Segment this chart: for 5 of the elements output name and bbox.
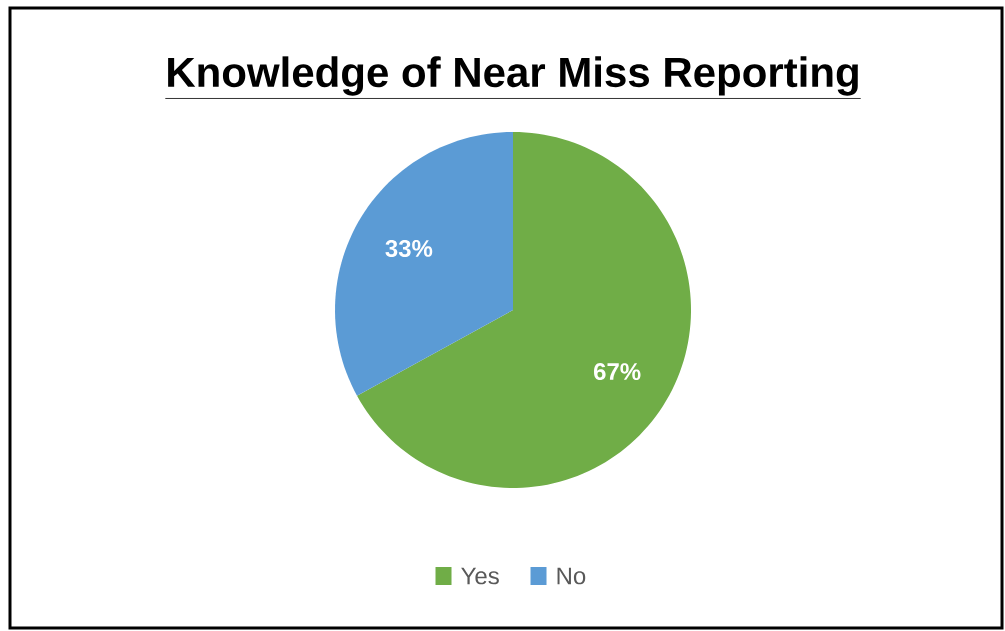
chart-title: Knowledge of Near Miss Reporting (168, 56, 858, 96)
legend-label: Yes (461, 567, 499, 585)
data-label: 67% (594, 363, 641, 381)
data-label: 33% (385, 239, 433, 257)
legend-label: No (557, 567, 586, 585)
